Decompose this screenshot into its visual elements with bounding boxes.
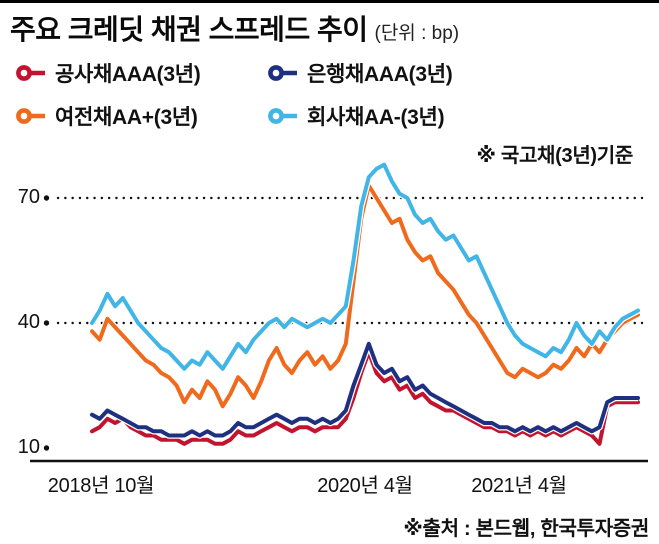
series-line-yeojeonchae-aa-plus xyxy=(90,183,640,409)
legend-item-eunhaengchae-aaa: 은행채AAA(3년) xyxy=(266,58,586,88)
legend-marker-icon xyxy=(14,106,46,126)
x-axis-label: 2021년 4월 xyxy=(471,475,567,497)
top-border xyxy=(0,0,659,3)
legend-marker-ring-icon xyxy=(16,65,45,81)
legend-marker-icon xyxy=(14,63,46,83)
legend-item-gongsachae-aaa: 공사채AAA(3년) xyxy=(14,58,266,88)
legend-item-yeojeonchae-aa-plus: 여전채AA+(3년) xyxy=(14,101,266,131)
legend-marker-ring-icon xyxy=(268,65,297,81)
y-axis-tick-label: 40 xyxy=(17,311,40,333)
chart-unit-label: (단위 : bp) xyxy=(374,23,460,44)
y-tick-dot xyxy=(43,320,50,326)
x-axis-label: 2018년 10월 xyxy=(47,475,155,497)
chart-title-text: 주요 크레딧 채권 스프레드 추이 xyxy=(10,14,368,45)
series-line-hoesachae-aa-minus xyxy=(90,162,640,371)
y-tick-dot xyxy=(43,445,50,451)
legend-label: 여전채AA+(3년) xyxy=(55,106,198,129)
series-casing-yeojeonchae-aa-plus xyxy=(89,182,640,410)
series-line-eunhaengchae-aaa xyxy=(90,341,640,438)
legend-item-hoesachae-aa-minus: 회사채AA-(3년) xyxy=(266,101,586,131)
legend-label: 은행채AAA(3년) xyxy=(307,63,453,86)
y-tick-dot xyxy=(43,195,50,201)
x-axis-label: 2020년 4월 xyxy=(317,475,413,497)
benchmark-note: ※ 국고채(3년)기준 xyxy=(476,145,633,167)
y-axis-tick-label: 70 xyxy=(17,186,40,208)
legend-marker-icon xyxy=(266,106,298,126)
legend-label: 회사채AA-(3년) xyxy=(307,106,445,129)
legend-marker-ring-icon xyxy=(268,108,297,124)
legend: 공사채AAA(3년) 은행채AAA(3년) 여전채AA+(3년) 회사채AA-(… xyxy=(14,58,586,131)
page-title: 주요 크레딧 채권 스프레드 추이 (단위 : bp) xyxy=(10,8,459,48)
legend-marker-icon xyxy=(266,63,298,83)
source-credit: ※출처 : 본드웹, 한국투자증권 xyxy=(403,518,649,540)
legend-label: 공사채AAA(3년) xyxy=(55,63,201,86)
legend-marker-ring-icon xyxy=(16,108,45,124)
y-axis-tick-label: 10 xyxy=(17,436,40,458)
